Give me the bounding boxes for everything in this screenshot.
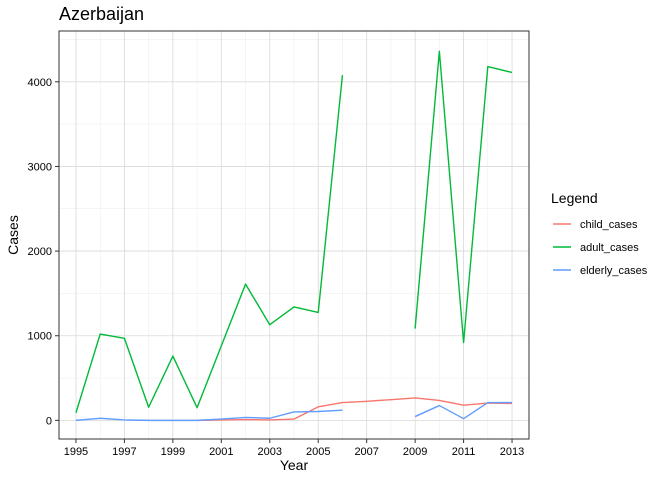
y-axis-title: Cases (5, 215, 21, 255)
legend-title: Legend (551, 190, 598, 206)
x-tick-label: 2013 (500, 446, 524, 458)
legend-label-child_cases: child_cases (580, 219, 638, 231)
plot-panel-border (58, 30, 530, 440)
chart-title: Azerbaijan (59, 4, 144, 24)
x-axis-title: Year (280, 457, 309, 473)
gridlines (59, 31, 529, 439)
x-tick-label: 1999 (161, 446, 185, 458)
x-tick-label: 2003 (258, 446, 282, 458)
series-line-adult_cases (75, 50, 513, 413)
x-tick-label: 1997 (112, 446, 136, 458)
x-tick-label: 2001 (209, 446, 233, 458)
y-tick-label: 0 (46, 415, 52, 427)
x-tick-label: 1995 (64, 446, 88, 458)
legend: Legend child_cases adult_cases elderly_cas… (551, 190, 648, 277)
series-line-elderly_cases (75, 401, 513, 422)
series-lines (75, 50, 513, 422)
y-tick-label: 4000 (28, 77, 52, 89)
x-tick-label: 2007 (354, 446, 378, 458)
legend-label-adult_cases: adult_cases (580, 242, 639, 254)
y-tick-label: 3000 (28, 161, 52, 173)
y-tick-label: 2000 (28, 246, 52, 258)
series-line-child_cases (197, 397, 513, 422)
legend-label-elderly_cases: elderly_cases (580, 265, 648, 277)
y-axis: 0 1000 2000 3000 4000 (28, 77, 59, 427)
x-tick-label: 2011 (452, 446, 476, 458)
x-axis: 1995 1997 1999 2001 2003 2005 2007 2009 2011 2013 (64, 439, 524, 458)
y-tick-label: 1000 (28, 331, 52, 343)
x-tick-label: 2005 (306, 446, 330, 458)
x-tick-label: 2009 (403, 446, 427, 458)
